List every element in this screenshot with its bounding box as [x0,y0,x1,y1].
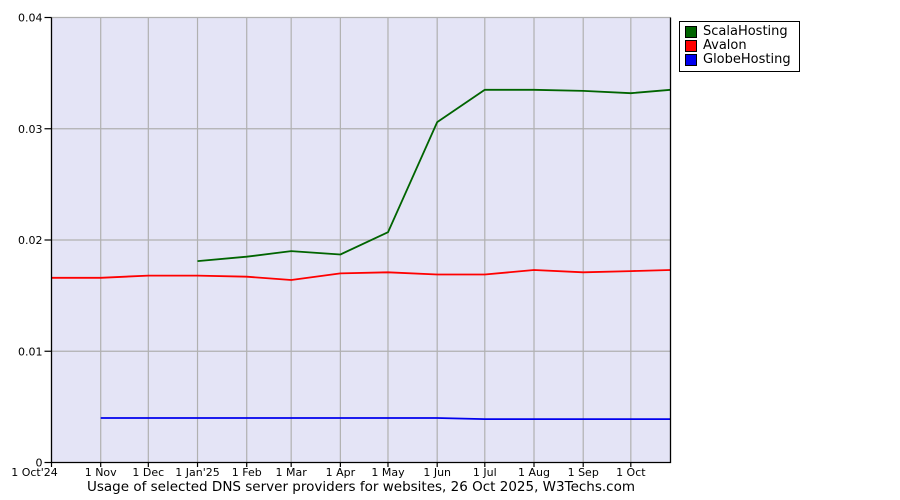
series-line-globehosting [100,417,671,421]
legend-item-globehosting: GlobeHosting [685,53,791,66]
series-line-avalon [51,269,671,281]
x-tick-label: 1 Dec [132,466,164,479]
y-tick-label: 0.02 [18,234,43,247]
globehosting-legend-swatch [685,53,697,66]
x-tick-label: 1 Feb [232,466,262,479]
y-tick-label: 0.03 [18,123,43,136]
x-tick-label: 1 May [371,466,405,479]
x-tick-label: 1 Apr [326,466,356,479]
chart-title: Usage of selected DNS server providers f… [86,479,636,495]
scalahosting-legend-swatch [685,25,697,38]
y-tick-label: 0.01 [18,345,43,358]
x-tick-label: 1 Nov [85,466,117,479]
x-tick-label: 1 Aug [518,466,550,479]
x-tick-label: 1 Oct [616,466,646,479]
avalon-legend-swatch [685,39,697,52]
series-line-scalahosting [197,88,671,262]
x-tick-label: 1 Sep [568,466,599,479]
x-tick-label: 1 Oct'24 [11,466,58,479]
y-tick-label: 0.04 [18,12,43,25]
x-tick-label: 1 Jun [423,466,451,479]
legend-label-avalon: Avalon [703,38,747,53]
x-tick-label: 1 Jul [473,466,497,479]
legend: ScalaHosting Avalon GlobeHosting [679,21,800,72]
x-tick-label: 1 Mar [276,466,308,479]
y-tick-label: 0 [36,457,43,470]
legend-label-globehosting: GlobeHosting [703,52,791,67]
x-tick-label: 1 Jan'25 [175,466,219,479]
legend-item-avalon: Avalon [685,39,791,52]
legend-item-scalahosting: ScalaHosting [685,25,791,38]
legend-label-scalahosting: ScalaHosting [703,24,788,39]
